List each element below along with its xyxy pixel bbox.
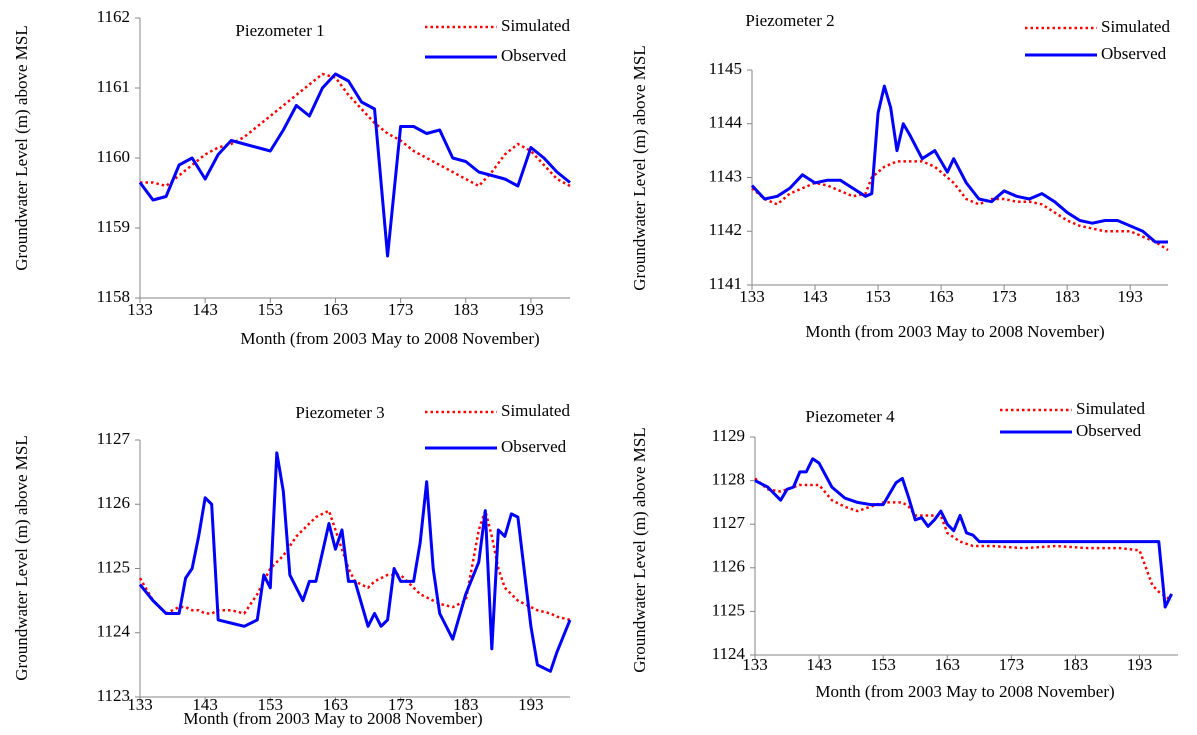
chart-title: Piezometer 1 (235, 21, 324, 40)
x-tick-label: 153 (258, 300, 284, 319)
legend-label: Simulated (501, 16, 570, 35)
y-tick-label: 1161 (97, 77, 130, 96)
x-tick-label: 163 (323, 695, 349, 714)
x-tick-label: 133 (742, 655, 768, 674)
y-tick-label: 1127 (712, 513, 746, 532)
x-tick-label: 193 (518, 695, 544, 714)
legend-label: Observed (501, 46, 567, 65)
x-tick-label: 163 (928, 287, 954, 306)
x-tick-label: 163 (935, 655, 961, 674)
series-line (138, 509, 571, 622)
x-tick-label: 183 (453, 300, 479, 319)
x-axis-title: Month (from 2003 May to 2008 November) (815, 682, 1114, 701)
y-tick-label: 1159 (97, 217, 130, 236)
y-tick-label: 1143 (709, 166, 742, 185)
x-tick-label: 173 (999, 655, 1025, 674)
x-tick-label: 173 (991, 287, 1017, 306)
x-tick-label: 143 (192, 300, 218, 319)
x-tick-label: 133 (127, 695, 153, 714)
x-tick-label: 143 (806, 655, 832, 674)
y-axis-title: Groundwater Level (m) above MSL (12, 25, 31, 271)
y-axis-title: Groundwater Level (m) above MSL (12, 435, 31, 681)
series-line (750, 84, 1168, 244)
x-tick-label: 153 (258, 695, 284, 714)
legend-label: Simulated (1076, 399, 1145, 418)
x-tick-label: 133 (127, 300, 153, 319)
y-tick-label: 1126 (97, 493, 130, 512)
y-axis-title: Groundwater Level (m) above MSL (630, 45, 649, 291)
y-tick-label: 1162 (97, 7, 130, 26)
x-tick-label: 163 (323, 300, 349, 319)
series-line (138, 451, 572, 673)
legend-label: Observed (1076, 421, 1142, 440)
y-tick-label: 1128 (712, 470, 745, 489)
y-tick-label: 1158 (97, 287, 130, 306)
x-tick-label: 183 (1063, 655, 1089, 674)
x-tick-label: 183 (1054, 287, 1080, 306)
x-axis-title: Month (from 2003 May to 2008 November) (805, 322, 1104, 341)
chart-title: Piezometer 4 (805, 407, 895, 426)
y-tick-label: 1145 (709, 59, 742, 78)
y-tick-label: 1127 (97, 429, 131, 448)
y-tick-label: 1160 (97, 147, 130, 166)
series-line (138, 72, 571, 258)
x-tick-label: 193 (518, 300, 544, 319)
y-tick-label: 1125 (712, 600, 745, 619)
chart-title: Piezometer 2 (745, 11, 834, 30)
x-axis-title: Month (from 2003 May to 2008 November) (240, 329, 539, 348)
series-line (754, 477, 1173, 602)
legend-label: Simulated (1101, 17, 1170, 36)
series-line (140, 72, 571, 188)
y-tick-label: 1126 (712, 557, 745, 576)
x-tick-label: 183 (453, 695, 479, 714)
y-axis-title: Groundwater Level (m) above MSL (630, 427, 649, 673)
y-tick-label: 1124 (97, 622, 131, 641)
y-tick-label: 1123 (97, 686, 130, 705)
x-tick-label: 153 (865, 287, 891, 306)
x-tick-label: 193 (1127, 655, 1153, 674)
series-line (754, 457, 1173, 609)
y-tick-label: 1124 (712, 644, 746, 663)
x-tick-label: 173 (388, 695, 414, 714)
x-tick-label: 173 (388, 300, 414, 319)
series-line (751, 160, 1169, 252)
legend-label: Observed (1101, 44, 1167, 63)
x-tick-label: 143 (802, 287, 828, 306)
legend-label: Simulated (501, 401, 570, 420)
y-tick-label: 1141 (709, 274, 742, 293)
y-tick-label: 1142 (709, 220, 742, 239)
y-tick-label: 1144 (709, 113, 743, 132)
x-tick-label: 133 (739, 287, 765, 306)
chart-title: Piezometer 3 (295, 403, 384, 422)
y-tick-label: 1129 (712, 426, 745, 445)
legend-label: Observed (501, 437, 567, 456)
y-tick-label: 1125 (97, 557, 130, 576)
x-tick-label: 153 (870, 655, 896, 674)
x-tick-label: 193 (1117, 287, 1143, 306)
x-axis-title: Month (from 2003 May to 2008 November) (183, 709, 482, 728)
x-tick-label: 143 (192, 695, 218, 714)
